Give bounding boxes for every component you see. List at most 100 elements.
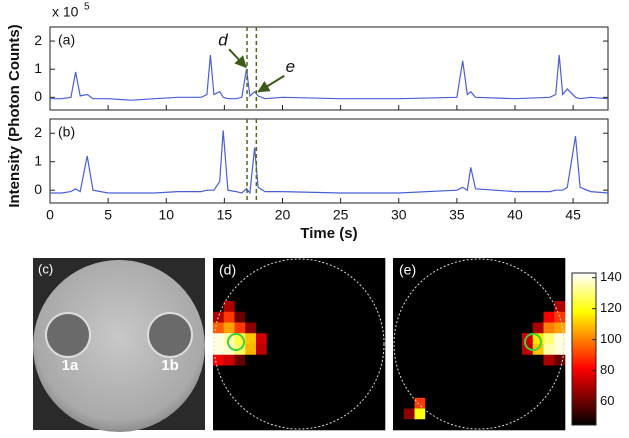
heatmap-cell xyxy=(393,279,405,291)
heatmap-cell xyxy=(479,301,491,313)
heatmap-cell xyxy=(309,268,321,280)
colorbar-step xyxy=(572,349,596,352)
heatmap-cell xyxy=(223,268,235,280)
heatmap-cell xyxy=(403,279,415,291)
heatmap-cell xyxy=(299,408,311,420)
heatmap-cell xyxy=(288,311,300,323)
heatmap-cell xyxy=(489,311,501,323)
heatmap-cell xyxy=(245,258,257,270)
y-multiplier-exponent: 5 xyxy=(84,2,90,13)
heatmap-cell xyxy=(468,279,480,291)
x-tick-label: 40 xyxy=(507,207,523,223)
heatmap-cell xyxy=(256,322,268,334)
heatmap-cell xyxy=(532,387,544,399)
heatmap-cell xyxy=(331,376,343,388)
heatmap-cell xyxy=(213,279,225,291)
heatmap-cell xyxy=(446,311,458,323)
heatmap-cell xyxy=(374,322,386,334)
heatmap-cell xyxy=(309,354,321,366)
heatmap-cell xyxy=(299,365,311,377)
heatmap-cell xyxy=(500,258,512,270)
heatmap-cell xyxy=(393,419,405,431)
heatmap-cell xyxy=(352,322,364,334)
colorbar-step xyxy=(572,297,596,300)
heatmap-cell xyxy=(320,408,332,420)
colorbar-step xyxy=(572,311,596,314)
heatmap-cell xyxy=(234,387,246,399)
heatmap-cell xyxy=(363,419,375,431)
heatmap-cell xyxy=(266,290,278,302)
heatmap-cell xyxy=(277,290,289,302)
heatmap-cell xyxy=(425,322,437,334)
heatmap-cell xyxy=(457,344,469,356)
colorbar-step xyxy=(572,385,596,388)
heatmap-cell xyxy=(554,258,566,270)
heatmap-cell xyxy=(532,365,544,377)
heatmap-cell xyxy=(266,311,278,323)
heatmap-cell xyxy=(522,311,534,323)
heatmap-cell xyxy=(403,268,415,280)
heatmap-cell xyxy=(393,333,405,345)
heatmap-cell xyxy=(342,322,354,334)
heatmap-cell xyxy=(393,365,405,377)
heatmap-cell xyxy=(256,258,268,270)
heatmap-cell xyxy=(489,408,501,420)
heatmap-cell xyxy=(374,333,386,345)
heatmap-cell xyxy=(299,322,311,334)
heatmap-cell xyxy=(436,387,448,399)
heatmap-cell xyxy=(457,354,469,366)
heatmap-cell xyxy=(500,333,512,345)
heatmap-cell xyxy=(223,258,235,270)
heatmap-cell xyxy=(500,387,512,399)
heatmap-cell xyxy=(457,268,469,280)
heatmap-cell xyxy=(522,301,534,313)
colorbar-step xyxy=(572,365,596,368)
heatmap-cell xyxy=(500,301,512,313)
heatmap-cell xyxy=(234,279,246,291)
heatmap-cell xyxy=(479,311,491,323)
heatmap-cell xyxy=(223,344,235,356)
heatmap-cell xyxy=(425,311,437,323)
heatmap-cell xyxy=(223,322,235,334)
heatmap-cell xyxy=(500,365,512,377)
heatmap-cell xyxy=(256,397,268,409)
heatmap-cell xyxy=(511,333,523,345)
heatmap-cell xyxy=(288,333,300,345)
heatmap-cell xyxy=(436,354,448,366)
target-circle xyxy=(227,333,245,351)
heatmap-cell xyxy=(277,333,289,345)
y-tick-label: 0 xyxy=(34,88,42,104)
heatmap-cell xyxy=(479,408,491,420)
photo-panel: (c) 1a 1b xyxy=(33,258,205,432)
heatmap-cell xyxy=(403,365,415,377)
x-tick-label: 25 xyxy=(333,207,349,223)
colorbar-step xyxy=(572,275,596,278)
x-tick-label: 20 xyxy=(275,207,291,223)
x-axis-label: Time (s) xyxy=(300,225,357,242)
colorbar-step xyxy=(572,377,596,380)
heatmap-cell xyxy=(223,397,235,409)
heatmap-cell xyxy=(543,354,555,366)
heatmap-cell xyxy=(543,279,555,291)
colorbar-step xyxy=(572,317,596,320)
heatmap-cell xyxy=(489,354,501,366)
heatmap-cell xyxy=(403,354,415,366)
heatmap-cell xyxy=(234,419,246,431)
heatmap-cell xyxy=(299,311,311,323)
heatmap-cell xyxy=(436,397,448,409)
heatmap-cell xyxy=(342,376,354,388)
heatmap-cell xyxy=(342,290,354,302)
heatmap-cell xyxy=(436,365,448,377)
heatmap-cell xyxy=(266,333,278,345)
heatmap-cell xyxy=(288,419,300,431)
heatmap-cell xyxy=(479,322,491,334)
heatmap-cell xyxy=(374,268,386,280)
heatmap-cell xyxy=(522,419,534,431)
colorbar-step xyxy=(572,409,596,412)
heatmap-cell xyxy=(532,322,544,334)
heatmap-cell xyxy=(331,258,343,270)
heatmap-cell xyxy=(213,376,225,388)
heatmap-cell xyxy=(277,311,289,323)
heatmap-cell xyxy=(489,279,501,291)
